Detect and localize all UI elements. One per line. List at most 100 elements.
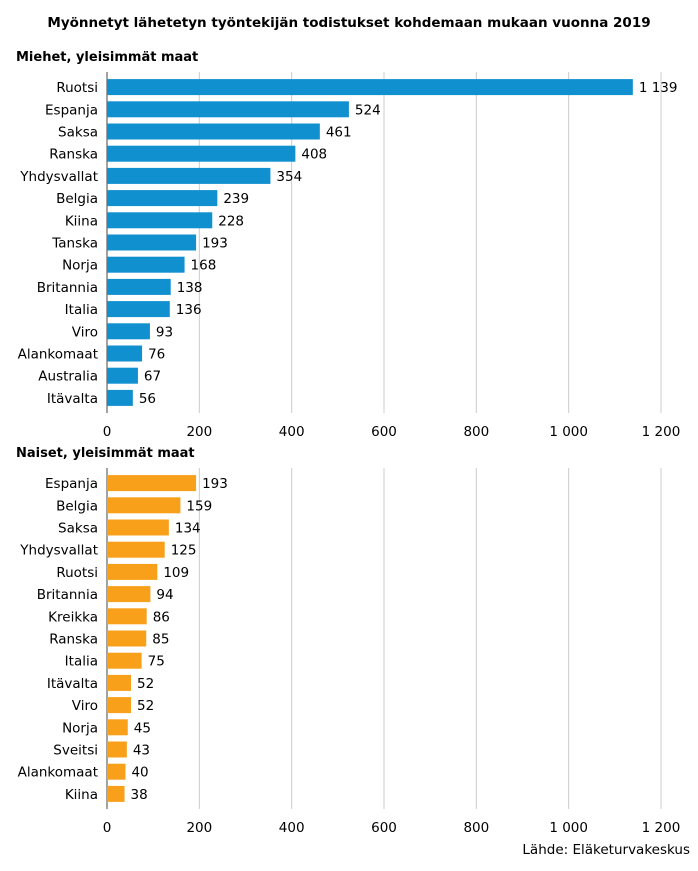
women-value-label: 52 [137, 676, 154, 692]
men-bar [107, 190, 218, 207]
women-category-label: Norja [62, 720, 98, 736]
source-note: Lähde: Eläketurvakeskus [522, 842, 690, 858]
women-bar [107, 630, 147, 647]
men-category-label: Ranska [49, 147, 98, 163]
men-category-label: Tanska [51, 236, 98, 252]
men-bar [107, 256, 185, 273]
men-value-label: 193 [202, 236, 228, 252]
men-bar [107, 145, 296, 162]
men-x-tick-label: 800 [463, 424, 489, 440]
women-category-label: Italia [65, 654, 98, 670]
women-value-label: 75 [148, 654, 165, 670]
women-value-label: 94 [156, 587, 173, 603]
men-value-label: 56 [139, 391, 156, 407]
men-category-label: Saksa [58, 125, 98, 141]
men-category-label: Itävalta [47, 391, 98, 407]
women-bar [107, 586, 151, 603]
men-bar [107, 323, 150, 340]
men-value-label: 239 [223, 191, 249, 207]
women-category-label: Sveitsi [53, 743, 98, 759]
men-bar [107, 101, 349, 118]
women-bar [107, 719, 128, 736]
women-bar [107, 608, 147, 625]
women-value-label: 125 [171, 543, 197, 559]
women-x-tick-label: 200 [186, 820, 212, 836]
women-value-label: 109 [163, 565, 189, 581]
women-value-label: 159 [186, 498, 212, 514]
men-value-label: 408 [301, 147, 327, 163]
men-x-tick-label: 1 000 [549, 424, 588, 440]
women-chart-title: Naiset, yleisimmät maat [16, 446, 195, 461]
women-bar [107, 541, 165, 558]
men-x-tick-label: 600 [371, 424, 397, 440]
men-value-label: 524 [355, 102, 381, 118]
men-category-label: Kiina [65, 213, 98, 229]
women-bar [107, 697, 132, 714]
men-category-label: Italia [65, 302, 98, 318]
women-category-label: Espanja [45, 476, 98, 492]
women-bar [107, 785, 125, 802]
men-x-tick-label: 200 [186, 424, 212, 440]
women-value-label: 45 [134, 720, 151, 736]
men-category-label: Espanja [45, 102, 98, 118]
women-value-label: 43 [133, 743, 150, 759]
women-bar [107, 741, 127, 758]
women-value-label: 86 [153, 609, 170, 625]
women-category-label: Belgia [56, 498, 98, 514]
men-value-label: 168 [191, 258, 217, 274]
women-x-tick-label: 0 [103, 820, 112, 836]
men-bar [107, 212, 213, 229]
women-category-label: Saksa [58, 521, 98, 537]
women-value-label: 40 [131, 765, 148, 781]
men-bar [107, 301, 170, 318]
men-bar [107, 345, 143, 362]
women-category-label: Viro [72, 698, 98, 714]
men-category-label: Ruotsi [56, 80, 98, 96]
men-value-label: 1 139 [639, 80, 678, 96]
women-category-label: Itävalta [47, 676, 98, 692]
women-value-label: 52 [137, 698, 154, 714]
men-bar [107, 123, 320, 140]
men-category-label: Australia [38, 369, 98, 385]
women-x-tick-label: 800 [463, 820, 489, 836]
women-bar [107, 674, 132, 691]
women-x-tick-label: 400 [279, 820, 305, 836]
women-bar-chart: Espanja 193 Belgia 159 Saksa 134 Yhdysvallat 12… [18, 468, 680, 836]
women-value-label: 38 [131, 787, 148, 803]
men-value-label: 354 [276, 169, 302, 185]
men-bar-chart: Ruotsi 1 139 Espanja 524 Saksa 461 Ranska 408 Yh… [18, 72, 681, 440]
women-category-label: Kreikka [48, 609, 98, 625]
men-x-tick-label: 0 [103, 424, 112, 440]
women-bar [107, 475, 197, 492]
women-category-label: Ranska [49, 632, 98, 648]
men-category-label: Britannia [37, 280, 98, 296]
women-category-label: Alankomaat [18, 765, 98, 781]
women-value-label: 193 [202, 476, 228, 492]
men-bar [107, 167, 271, 184]
men-value-label: 93 [156, 324, 173, 340]
men-value-label: 228 [218, 213, 244, 229]
men-bar [107, 79, 633, 96]
men-category-label: Norja [62, 258, 98, 274]
men-bar [107, 278, 171, 295]
women-bar [107, 652, 142, 669]
women-value-label: 85 [152, 632, 169, 648]
men-x-tick-label: 1 200 [642, 424, 681, 440]
women-x-tick-label: 600 [371, 820, 397, 836]
chart-title: Myönnetyt lähetetyn työntekijän todistuk… [47, 15, 651, 31]
men-bar [107, 389, 133, 406]
women-category-label: Kiina [65, 787, 98, 803]
women-bar [107, 497, 181, 514]
women-category-label: Yhdysvallat [19, 543, 98, 559]
men-value-label: 136 [176, 302, 202, 318]
women-bar [107, 563, 158, 580]
men-value-label: 461 [326, 125, 352, 141]
men-x-tick-label: 400 [279, 424, 305, 440]
men-value-label: 67 [144, 369, 161, 385]
men-bar [107, 234, 197, 251]
men-value-label: 76 [148, 347, 165, 363]
men-chart-title: Miehet, yleisimmät maat [16, 50, 199, 65]
men-category-label: Viro [72, 324, 98, 340]
women-bar [107, 763, 126, 780]
women-category-label: Britannia [37, 587, 98, 603]
